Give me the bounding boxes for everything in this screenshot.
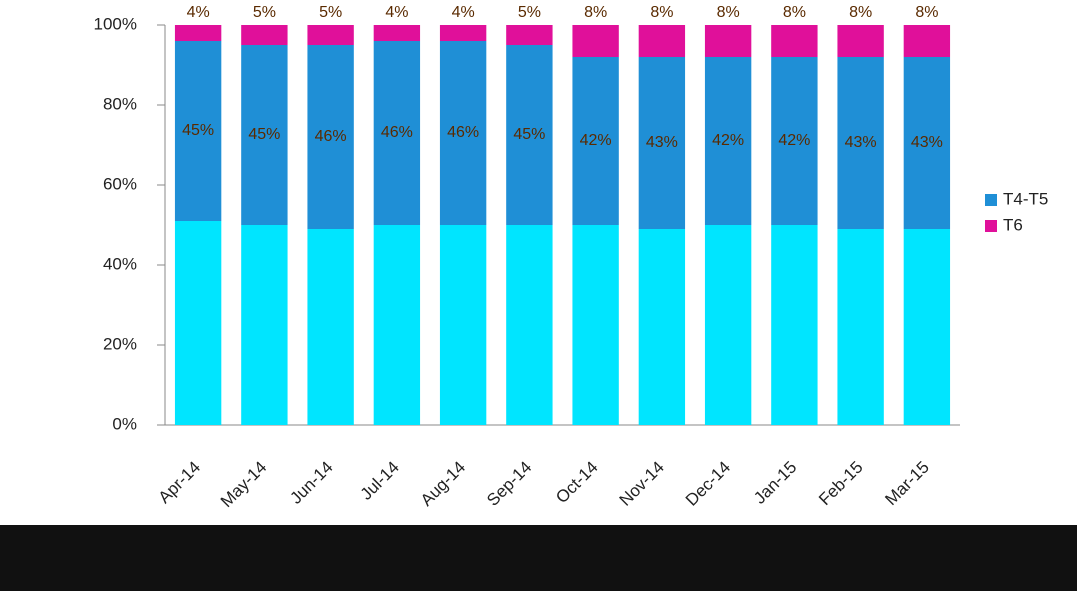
bar-segment xyxy=(241,225,287,425)
data-label: 46% xyxy=(315,128,347,145)
legend-swatch xyxy=(985,220,997,232)
x-tick-label: Feb-15 xyxy=(815,458,867,510)
bar-segment xyxy=(572,225,618,425)
x-tick-label: Apr-14 xyxy=(155,458,205,508)
bar-segment xyxy=(771,225,817,425)
data-label: 45% xyxy=(182,122,214,139)
bar-segment xyxy=(771,25,817,57)
x-tick-label: May-14 xyxy=(217,458,271,512)
data-label: 42% xyxy=(778,132,810,149)
data-label: 43% xyxy=(911,134,943,151)
bar-segment xyxy=(241,25,287,45)
y-tick-label: 40% xyxy=(103,254,137,273)
bar-segment xyxy=(705,25,751,57)
y-tick-label: 20% xyxy=(103,334,137,353)
data-label: 8% xyxy=(717,4,740,21)
bar-segment xyxy=(639,229,685,425)
y-tick-label: 60% xyxy=(103,174,137,193)
bar-segment xyxy=(506,225,552,425)
y-tick-label: 100% xyxy=(94,14,137,33)
legend-label: T6 xyxy=(1003,215,1023,234)
x-tick-label: Jun-14 xyxy=(286,458,336,508)
bar-segment xyxy=(175,25,221,41)
data-label: 45% xyxy=(513,126,545,143)
footer-band xyxy=(0,525,1077,591)
bar-segment xyxy=(307,25,353,45)
x-tick-label: Jan-15 xyxy=(750,458,800,508)
data-label: 8% xyxy=(783,4,806,21)
bar-segment xyxy=(705,225,751,425)
bar-segment xyxy=(572,25,618,57)
bar-segment xyxy=(374,25,420,41)
bar-segment xyxy=(175,221,221,425)
data-label: 5% xyxy=(518,4,541,21)
bar-segment xyxy=(639,25,685,57)
bar-segment xyxy=(307,229,353,425)
legend-swatch xyxy=(985,194,997,206)
data-label: 4% xyxy=(187,4,210,21)
data-label: 8% xyxy=(650,4,673,21)
bar-segment xyxy=(374,225,420,425)
x-tick-label: Sep-14 xyxy=(483,458,535,510)
x-tick-label: Mar-15 xyxy=(881,458,933,510)
legend-label: T4-T5 xyxy=(1003,189,1048,208)
x-tick-label: Nov-14 xyxy=(616,458,668,510)
data-label: 45% xyxy=(248,126,280,143)
x-tick-label: Dec-14 xyxy=(682,458,734,510)
bar-segment xyxy=(837,25,883,57)
bar-segment xyxy=(904,25,950,57)
chart: 0% 20% 40% 60% 80% 100% Apr-14 45% 4% May-14 45% 5%… xyxy=(0,0,1077,591)
y-tick-label: 0% xyxy=(112,414,137,433)
data-label: 4% xyxy=(385,4,408,21)
data-label: 8% xyxy=(849,4,872,21)
data-label: 8% xyxy=(915,4,938,21)
data-label: 46% xyxy=(381,124,413,141)
bar-segment xyxy=(440,225,486,425)
x-tick-label: Oct-14 xyxy=(552,458,602,508)
bar-segment xyxy=(440,25,486,41)
data-label: 5% xyxy=(319,4,342,21)
bar-segment xyxy=(904,229,950,425)
data-label: 4% xyxy=(452,4,475,21)
data-label: 43% xyxy=(845,134,877,151)
bar-segment xyxy=(506,25,552,45)
bar-segment xyxy=(837,229,883,425)
data-label: 8% xyxy=(584,4,607,21)
y-tick-label: 80% xyxy=(103,94,137,113)
data-label: 43% xyxy=(646,134,678,151)
data-label: 42% xyxy=(580,132,612,149)
x-tick-label: Jul-14 xyxy=(357,458,403,504)
data-label: 42% xyxy=(712,132,744,149)
x-tick-label: Aug-14 xyxy=(417,458,469,510)
data-label: 46% xyxy=(447,124,479,141)
data-label: 5% xyxy=(253,4,276,21)
